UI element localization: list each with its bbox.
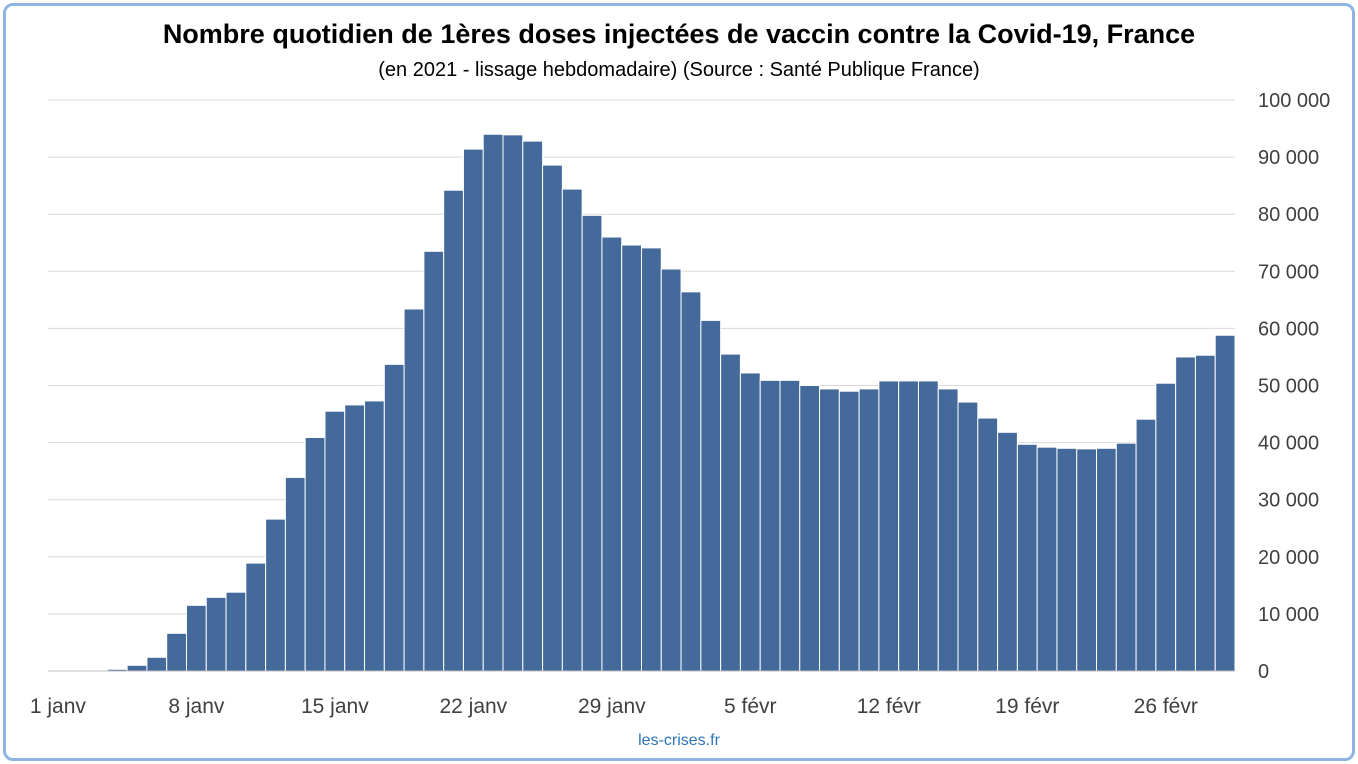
bar (739, 372, 761, 672)
bars (106, 133, 1236, 672)
x-tick-label: 1 janv (30, 695, 87, 718)
bar (284, 476, 306, 672)
y-tick-label: 60 000 (1258, 318, 1319, 340)
bar (522, 140, 544, 672)
bar (858, 388, 880, 672)
axis-labels: 0 10 000 20 000 30 000 40 000 50 000 60 000 70 … (30, 90, 1330, 718)
bar (185, 604, 207, 672)
bar (344, 404, 366, 672)
bar (502, 134, 524, 672)
bar (462, 148, 484, 672)
bar (601, 236, 623, 672)
bar (383, 363, 405, 672)
x-tick-label: 8 janv (168, 695, 225, 718)
bar (1056, 447, 1078, 672)
bar (443, 189, 464, 672)
bar (126, 664, 148, 672)
bar (324, 410, 346, 672)
bar (838, 390, 860, 672)
bar (799, 385, 821, 672)
bar (1016, 443, 1038, 672)
bar (957, 401, 979, 672)
bar (205, 596, 227, 672)
x-tick-label: 12 févr (857, 695, 921, 718)
bar (1096, 447, 1117, 672)
bar (641, 247, 662, 672)
bar (819, 388, 840, 672)
bar (166, 632, 187, 672)
x-tick-label: 29 janv (578, 695, 646, 718)
y-tick-label: 80 000 (1258, 204, 1319, 226)
bar (878, 380, 900, 672)
bar (700, 319, 722, 672)
y-tick-label: 100 000 (1258, 90, 1330, 112)
bar (937, 388, 959, 672)
x-tick-label: 15 janv (301, 695, 369, 718)
x-tick-label: 5 févr (724, 695, 777, 718)
bar (660, 268, 682, 672)
bar (621, 244, 643, 672)
bar (1036, 446, 1058, 672)
bar (997, 431, 1018, 672)
bar (225, 591, 247, 672)
bar (1175, 356, 1196, 672)
bar (403, 308, 425, 672)
bar (1076, 448, 1098, 672)
bar (1194, 354, 1216, 672)
bar (779, 379, 801, 672)
bar (917, 380, 939, 672)
y-tick-label: 70 000 (1258, 261, 1319, 283)
bar (1115, 442, 1137, 672)
bar (1135, 418, 1157, 672)
bar (364, 400, 385, 672)
y-tick-label: 40 000 (1258, 433, 1319, 455)
x-tick-label: 22 janv (439, 695, 507, 718)
x-tick-label: 26 févr (1134, 695, 1198, 718)
y-tick-label: 10 000 (1258, 604, 1319, 626)
bar (720, 353, 741, 672)
bar (561, 188, 583, 672)
bar (1155, 382, 1177, 672)
y-tick-label: 90 000 (1258, 147, 1319, 169)
bar (146, 656, 168, 672)
bar (1214, 334, 1236, 672)
y-tick-label: 30 000 (1258, 490, 1319, 512)
x-tick-label: 19 févr (995, 695, 1059, 718)
bar (542, 164, 563, 672)
bar (581, 214, 603, 672)
bar (245, 562, 267, 672)
bar (304, 436, 326, 672)
source-watermark: les-crises.fr (638, 732, 720, 749)
bar (759, 379, 781, 672)
bar (423, 250, 445, 672)
chart-title: Nombre quotidien de 1ères doses injectée… (162, 19, 1196, 49)
bar (898, 380, 919, 672)
bar (265, 518, 286, 672)
y-tick-label: 20 000 (1258, 547, 1319, 569)
y-tick-label: 0 (1258, 661, 1269, 683)
bar (482, 133, 504, 672)
bar (977, 417, 999, 672)
chart-subtitle: (en 2021 - lissage hebdomadaire) (Source… (378, 59, 980, 81)
y-tick-label: 50 000 (1258, 376, 1319, 398)
bar (680, 291, 702, 672)
